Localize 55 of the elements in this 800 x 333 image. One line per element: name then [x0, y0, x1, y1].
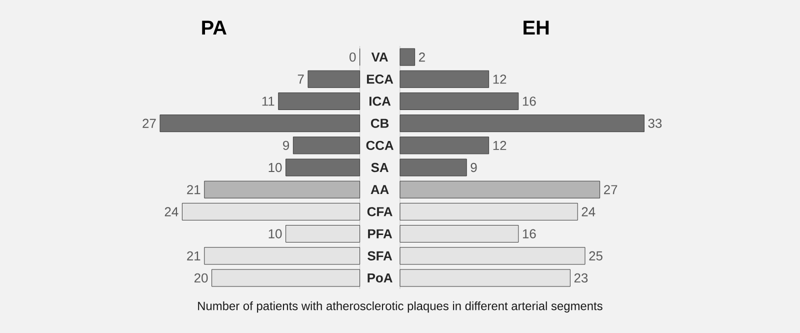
- y-tick-label: PFA: [368, 229, 392, 238]
- bar: [204, 247, 360, 265]
- data-label: 12: [493, 74, 506, 84]
- data-label: 7: [298, 74, 304, 84]
- bar: [400, 158, 467, 176]
- data-label: 10: [268, 229, 282, 238]
- bar: [212, 269, 360, 287]
- y-tick-label: CCA: [366, 140, 394, 150]
- data-label: 9: [283, 140, 290, 150]
- y-tick-label: ECA: [366, 74, 394, 84]
- chart-title: EH: [524, 20, 549, 35]
- bar: [400, 92, 519, 110]
- data-label: 21: [187, 251, 200, 260]
- data-label: 25: [589, 251, 602, 260]
- y-tick-label: AA: [370, 185, 389, 194]
- bar: [400, 247, 586, 265]
- data-label: 33: [648, 118, 662, 128]
- chart-title: PA: [202, 20, 226, 35]
- data-label: 16: [522, 96, 536, 106]
- data-label: 20: [194, 273, 208, 283]
- bar: [400, 70, 490, 88]
- data-label: 27: [142, 118, 156, 128]
- data-label: 16: [522, 229, 536, 238]
- y-tick-label: ICA: [370, 96, 391, 106]
- data-label: 10: [268, 162, 282, 172]
- bar: [400, 269, 570, 287]
- bar: [286, 158, 360, 176]
- bar: [182, 202, 360, 220]
- y-tick-label: SFA: [368, 251, 392, 260]
- bar: [286, 225, 360, 243]
- data-label: 0: [350, 52, 356, 62]
- y-tick-label: VA: [371, 52, 388, 62]
- data-label: 21: [187, 185, 200, 194]
- bar: [400, 48, 416, 66]
- bar: [308, 70, 360, 88]
- y-tick-label: CFA: [367, 207, 392, 216]
- bar: [400, 114, 644, 132]
- bar: [160, 114, 360, 132]
- text: Number of patients with atherosclerotic plaques in different arterial segments: [198, 301, 602, 313]
- bar: [400, 136, 490, 154]
- bar: [400, 202, 578, 220]
- y-tick-label: CB: [370, 118, 389, 128]
- data-label: 2: [419, 52, 425, 62]
- y-tick-label: SA: [371, 162, 388, 172]
- data-label: 9: [470, 162, 477, 172]
- data-label: 23: [574, 273, 588, 283]
- data-label: 24: [582, 207, 596, 216]
- y-tick-label: PoA: [368, 273, 392, 282]
- bar: [278, 92, 360, 110]
- data-label: 11: [262, 96, 274, 106]
- bar: [400, 225, 519, 243]
- data-label: 27: [604, 185, 618, 194]
- bar: [292, 136, 360, 154]
- data-label: 24: [164, 207, 178, 216]
- data-label: 12: [493, 140, 506, 150]
